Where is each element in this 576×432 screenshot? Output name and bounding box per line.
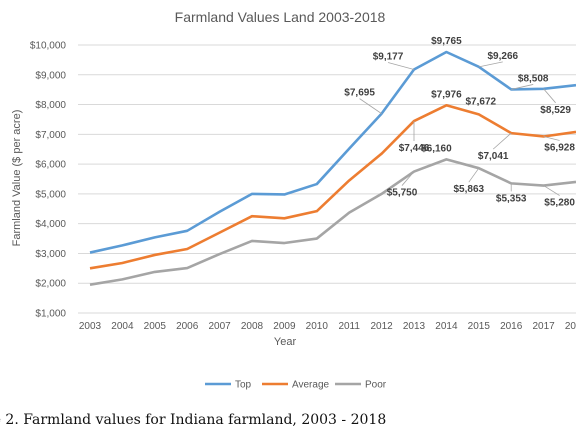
- x-tick-label: 2009: [273, 321, 296, 332]
- data-label: $5,750: [387, 188, 418, 199]
- y-axis-ticks: $1,000 $2,000 $3,000 $4,000 $5,000 $6,000 $7,0…: [30, 41, 67, 320]
- label-leaders: [359, 61, 560, 196]
- x-tick-label: 2011: [338, 321, 360, 332]
- x-tick-label: 2008: [241, 321, 264, 332]
- chart-title: Farmland Values Land 2003-2018: [175, 9, 386, 25]
- series-lines: [89, 50, 576, 286]
- data-label: $7,695: [344, 88, 375, 99]
- y-tick-label: $4,000: [35, 219, 66, 230]
- x-tick-label: 2004: [111, 321, 134, 332]
- label-leader: [511, 84, 534, 90]
- x-tick-label: 2016: [500, 321, 523, 332]
- data-label: $8,508: [518, 73, 549, 84]
- x-tick-label: 2007: [208, 321, 231, 332]
- y-tick-label: $1,000: [35, 309, 66, 320]
- data-label: $8,529: [540, 105, 571, 116]
- data-label: $7,672: [466, 96, 497, 107]
- x-tick-label: 2017: [532, 321, 555, 332]
- y-tick-label: $6,000: [35, 160, 66, 171]
- data-label: $6,160: [421, 143, 452, 154]
- data-labels: $7,695$9,177$9,765$9,266$8,508$8,529$8,$…: [344, 36, 575, 209]
- x-tick-label: 2003: [79, 321, 102, 332]
- y-tick-label: $9,000: [35, 70, 66, 81]
- data-label: $9,177: [373, 52, 404, 63]
- legend: Top Average Poor: [205, 380, 387, 391]
- x-axis-ticks: 2003 2004 2005 2006 2007 2008 2009 2010 2011 2012…: [79, 321, 576, 332]
- data-label: $7,976: [431, 89, 462, 100]
- x-tick-label: 2006: [176, 321, 199, 332]
- label-leader: [543, 185, 560, 196]
- x-tick-label: 2018: [565, 321, 576, 332]
- data-label: $6,928: [544, 142, 575, 153]
- data-label: $9,266: [488, 51, 519, 62]
- label-leader: [543, 136, 560, 141]
- y-tick-label: $8,000: [35, 100, 66, 111]
- x-tick-label: 2014: [435, 321, 458, 332]
- series-line-top: [89, 50, 576, 254]
- legend-label-poor: Poor: [365, 380, 387, 391]
- y-tick-label: $10,000: [30, 41, 67, 52]
- x-tick-label: 2005: [144, 321, 167, 332]
- x-axis-title: Year: [274, 336, 297, 348]
- label-leader: [359, 98, 382, 114]
- data-label: $5,280: [544, 198, 575, 209]
- label-leader: [543, 88, 556, 104]
- y-tick-label: $7,000: [35, 130, 66, 141]
- y-tick-label: $3,000: [35, 249, 66, 260]
- x-tick-label: 2015: [468, 321, 491, 332]
- x-tick-label: 2013: [403, 321, 426, 332]
- series-line-poor: [89, 158, 576, 286]
- y-axis-title: Farmland Value ($ per acre): [11, 110, 23, 247]
- legend-label-top: Top: [235, 380, 252, 391]
- data-label: $5,863: [454, 184, 485, 195]
- data-label: $7,041: [478, 151, 509, 162]
- figure-caption: re 2. Farmland values for Indiana farmla…: [0, 412, 387, 428]
- label-leader: [468, 167, 480, 183]
- label-leader: [387, 62, 415, 70]
- legend-label-average: Average: [292, 380, 330, 391]
- data-label: $9,765: [431, 36, 462, 47]
- label-leader: [401, 171, 415, 186]
- y-tick-label: $2,000: [35, 279, 66, 290]
- label-leader: [492, 132, 512, 150]
- series-line-average: [89, 103, 576, 270]
- x-tick-label: 2010: [306, 321, 329, 332]
- data-label: $5,353: [496, 193, 527, 204]
- label-leader: [478, 61, 503, 68]
- data-label: $7,446: [399, 143, 430, 154]
- y-tick-label: $5,000: [35, 189, 66, 200]
- x-tick-label: 2012: [370, 321, 393, 332]
- line-chart: Farmland Values Land 2003-2018 $1,000 $2,…: [11, 9, 576, 391]
